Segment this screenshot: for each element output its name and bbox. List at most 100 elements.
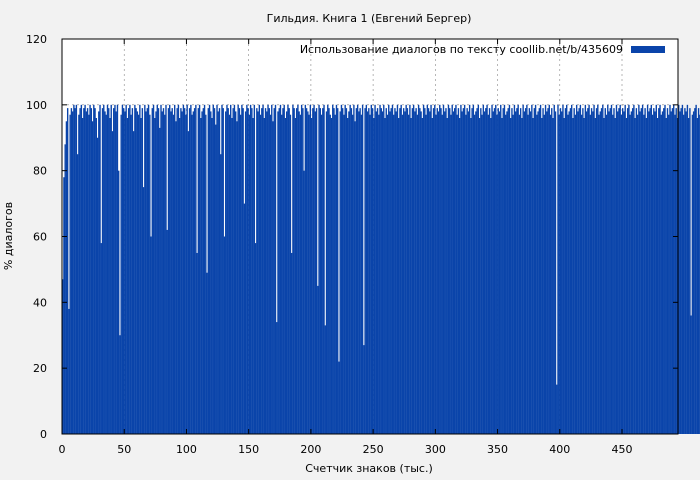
bar — [487, 114, 489, 434]
bar — [590, 108, 593, 434]
bar — [120, 114, 122, 434]
bar — [465, 114, 467, 434]
bar — [467, 111, 470, 435]
plot-frame — [61, 38, 679, 435]
bar — [609, 108, 611, 434]
bar — [146, 108, 149, 434]
y-tick-label: 20 — [33, 362, 47, 375]
bar — [429, 111, 431, 435]
bar — [208, 104, 211, 434]
bar — [217, 111, 219, 435]
bar — [299, 114, 302, 434]
bar — [697, 108, 700, 434]
bar — [319, 108, 321, 434]
bar — [106, 104, 109, 434]
bar — [605, 114, 608, 434]
bar — [666, 108, 669, 434]
bar — [505, 114, 507, 434]
bar — [578, 108, 580, 434]
bar — [286, 111, 288, 435]
bar — [585, 111, 588, 435]
bar — [680, 108, 682, 434]
x-tick-label: 50 — [117, 443, 131, 456]
bar — [99, 104, 101, 434]
bar — [274, 104, 277, 434]
bar — [682, 114, 685, 434]
bar — [344, 104, 346, 434]
bar — [144, 104, 146, 434]
bar — [395, 111, 397, 435]
legend-label: Использование диалогов по тексту coollib… — [300, 43, 623, 56]
bar — [176, 108, 178, 434]
bar — [511, 108, 513, 434]
bar — [261, 108, 263, 434]
bar — [617, 111, 619, 435]
x-tick-label: 400 — [549, 443, 570, 456]
bar — [335, 104, 338, 434]
bar — [455, 104, 457, 434]
bar — [332, 104, 334, 434]
bar — [237, 104, 239, 434]
bar — [371, 108, 374, 434]
bar — [150, 236, 152, 434]
bar — [600, 108, 603, 434]
bar — [588, 104, 590, 434]
bar — [129, 104, 131, 434]
bar — [109, 118, 111, 434]
bar — [277, 111, 279, 435]
bar — [305, 108, 308, 434]
bar — [695, 104, 697, 434]
bar — [614, 118, 616, 434]
bar — [325, 111, 328, 435]
bar — [64, 144, 66, 435]
bar — [391, 104, 394, 434]
bar — [370, 104, 373, 434]
bar — [548, 104, 550, 434]
bar — [69, 114, 71, 434]
bar — [562, 104, 564, 434]
bar — [203, 104, 206, 434]
bar — [625, 118, 628, 434]
bar — [472, 104, 475, 434]
bar — [468, 104, 471, 434]
bar — [554, 111, 557, 435]
bar — [619, 104, 621, 434]
bar — [569, 108, 572, 434]
bar — [292, 104, 294, 434]
bar — [491, 104, 493, 434]
bar — [690, 315, 692, 434]
bar — [339, 111, 341, 435]
legend: Использование диалогов по тексту coollib… — [300, 43, 665, 56]
bar — [135, 108, 137, 434]
bar — [544, 104, 547, 434]
axis-ticks: 0 50 100 150 200 250 300 350 400 450 0 20 40 60 80 100 1… — [26, 33, 678, 456]
bar — [456, 114, 458, 434]
bar — [618, 108, 620, 434]
bar — [165, 104, 167, 434]
bar — [512, 114, 514, 434]
bar — [386, 114, 389, 434]
bar — [442, 104, 445, 434]
bar — [475, 111, 477, 435]
bar — [629, 114, 631, 434]
bar — [124, 111, 126, 435]
bar — [478, 118, 481, 434]
bar — [628, 104, 630, 434]
bar — [63, 177, 65, 434]
bar — [210, 111, 212, 435]
y-tick-label: 120 — [26, 33, 47, 46]
bar — [145, 111, 147, 435]
y-tick-label: 0 — [40, 428, 47, 441]
bar — [641, 104, 644, 434]
bar — [253, 104, 256, 434]
bar — [513, 104, 516, 434]
bar — [526, 104, 528, 434]
y-tick-label: 60 — [33, 231, 47, 244]
bar — [593, 104, 595, 434]
bar — [213, 108, 216, 434]
bar — [354, 121, 356, 435]
bar — [96, 137, 99, 434]
bar — [327, 104, 329, 434]
bar — [411, 108, 414, 434]
x-tick-label: 100 — [176, 443, 197, 456]
